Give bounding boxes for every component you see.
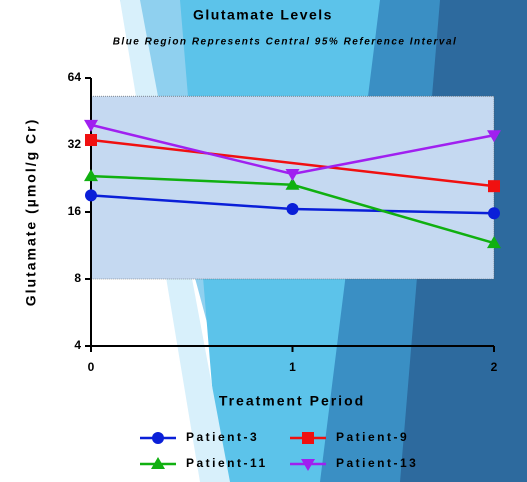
x-tick-label: 2	[491, 360, 498, 374]
chart-title: Glutamate Levels	[193, 7, 333, 23]
marker	[152, 432, 164, 444]
y-axis-label: Glutamate (µmol/g Cr)	[23, 118, 39, 307]
marker	[301, 459, 315, 471]
marker	[84, 119, 98, 132]
marker	[488, 207, 500, 220]
x-axis-label: Treatment Period	[219, 393, 365, 409]
marker	[302, 432, 314, 444]
y-tick-label: 16	[68, 204, 82, 218]
marker	[285, 169, 300, 182]
marker	[286, 203, 299, 216]
marker	[85, 189, 97, 202]
y-tick-label: 8	[74, 271, 81, 285]
marker	[151, 457, 165, 469]
marker	[84, 169, 98, 182]
y-tick-label: 64	[68, 70, 82, 84]
chart-subtitle: Blue Region Represents Central 95% Refer…	[113, 37, 458, 48]
legend-label: Patient-11	[186, 456, 268, 470]
x-tick-label: 1	[289, 360, 296, 374]
legend-label: Patient-3	[186, 430, 259, 444]
y-tick-label: 4	[74, 338, 81, 352]
x-tick-label: 0	[88, 360, 95, 374]
marker	[85, 133, 97, 146]
marker	[488, 180, 500, 193]
marker	[285, 177, 300, 190]
y-tick-label: 32	[68, 137, 82, 151]
marker	[487, 130, 501, 143]
legend-label: Patient-9	[336, 430, 409, 444]
marker	[487, 236, 501, 249]
series-line	[90, 138, 495, 188]
legend-label: Patient-13	[336, 456, 418, 470]
